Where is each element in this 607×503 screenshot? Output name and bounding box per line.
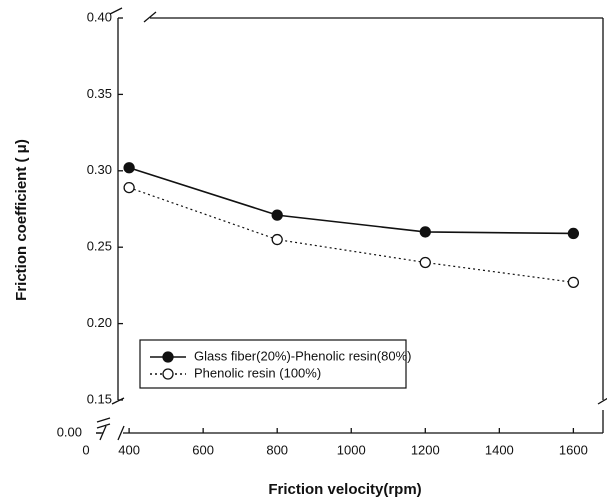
x-tick-label: 0 (82, 442, 89, 457)
marker (419, 256, 431, 269)
marker (271, 233, 283, 246)
legend-label: Glass fiber(20%)-Phenolic resin(80%) (194, 348, 411, 363)
y-tick-label: 0.35 (87, 86, 112, 101)
x-tick-label: 600 (192, 442, 214, 457)
marker (419, 226, 431, 238)
marker (123, 181, 135, 194)
series-line (128, 187, 574, 283)
x-axis-label: Friction velocity(rpm) (268, 481, 421, 498)
y-tick-label: 0.20 (87, 315, 112, 330)
marker (567, 227, 580, 240)
y-tick-label: 0.40 (87, 9, 112, 24)
x-tick-label: 1600 (559, 442, 588, 457)
x-tick-label: 400 (118, 442, 140, 457)
x-tick-label: 1000 (337, 442, 366, 457)
legend-marker (162, 351, 174, 363)
y-tick-label: 0.00 (57, 424, 82, 439)
legend-label: Phenolic resin (100%) (194, 365, 321, 380)
marker (271, 209, 283, 221)
marker (567, 276, 580, 288)
y-tick-label: 0.30 (87, 162, 112, 177)
x-tick-label: 800 (266, 442, 288, 457)
series-line (128, 166, 574, 235)
y-tick-label: 0.15 (87, 391, 112, 406)
x-tick-label: 1400 (485, 442, 514, 457)
y-tick-label: 0.25 (87, 239, 112, 254)
y-axis-label: Friction coefficient ( μ) (13, 139, 30, 301)
marker (123, 162, 135, 174)
legend-marker (162, 368, 174, 380)
x-tick-label: 1200 (411, 442, 440, 457)
legend-box (139, 339, 407, 389)
